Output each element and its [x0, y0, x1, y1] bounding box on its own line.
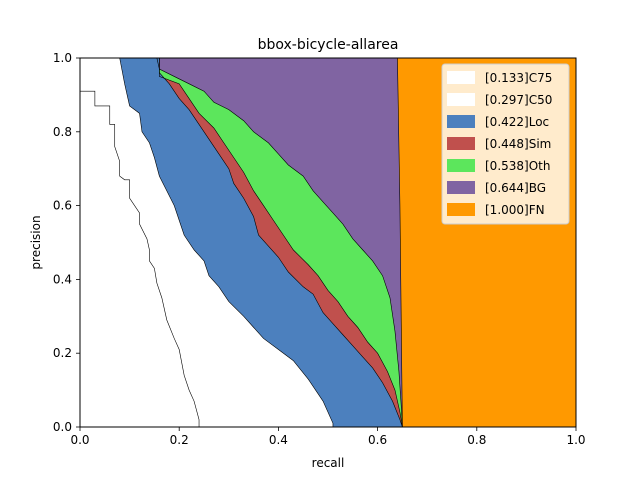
- legend-swatch-fn: [447, 203, 475, 216]
- curve-oth: [156, 57, 403, 428]
- legend-label-loc: [0.422]Loc: [485, 115, 549, 129]
- legend-swatch-c50: [447, 93, 475, 106]
- curve-c75: [80, 90, 200, 427]
- plot-frame: [79, 57, 577, 428]
- y-tick-label: 0.0: [53, 420, 72, 434]
- x-axis: 0.0 0.2 0.4 0.6 0.8 1.0: [70, 427, 586, 447]
- x-tick-label: 0.0: [70, 433, 89, 447]
- legend: [0.133]C75 [0.297]C50 [0.422]Loc [0.448]Sim…: [441, 63, 570, 225]
- legend-swatch-c75: [447, 71, 475, 84]
- curve-loc: [159, 58, 403, 428]
- legend-label-bg: [0.644]BG: [485, 181, 546, 195]
- x-tick-label: 0.2: [170, 433, 189, 447]
- y-tick-label: 0.2: [53, 346, 72, 360]
- y-tick-label: 0.4: [53, 272, 72, 286]
- legend-swatch-loc: [447, 115, 475, 128]
- x-axis-label: recall: [312, 456, 345, 470]
- y-axis-label: precision: [29, 215, 43, 269]
- legend-swatch-bg: [447, 181, 475, 194]
- legend-label-c50: [0.297]C50: [485, 93, 552, 107]
- series-outlines: [80, 57, 403, 428]
- area-c75: [80, 58, 200, 427]
- legend-label-c75: [0.133]C75: [485, 71, 552, 85]
- chart-title: bbox-bicycle-allarea: [258, 37, 399, 53]
- y-tick-label: 1.0: [53, 51, 72, 65]
- legend-swatch-oth: [447, 159, 475, 172]
- x-tick-label: 0.8: [467, 433, 486, 447]
- x-tick-label: 0.4: [269, 433, 288, 447]
- curve-bg: [397, 57, 403, 428]
- y-tick-label: 0.6: [53, 199, 72, 213]
- y-axis: 0.0 0.2 0.4 0.6 0.8 1.0: [53, 51, 80, 434]
- legend-label-sim: [0.448]Sim: [485, 137, 551, 151]
- legend-label-fn: [1.000]FN: [485, 203, 545, 217]
- curve-c50: [119, 57, 334, 427]
- legend-swatch-sim: [447, 137, 475, 150]
- y-tick-label: 0.8: [53, 125, 72, 139]
- x-tick-label: 1.0: [566, 433, 585, 447]
- legend-label-oth: [0.538]Oth: [485, 159, 550, 173]
- x-tick-label: 0.6: [368, 433, 387, 447]
- curve-sim: [159, 58, 403, 428]
